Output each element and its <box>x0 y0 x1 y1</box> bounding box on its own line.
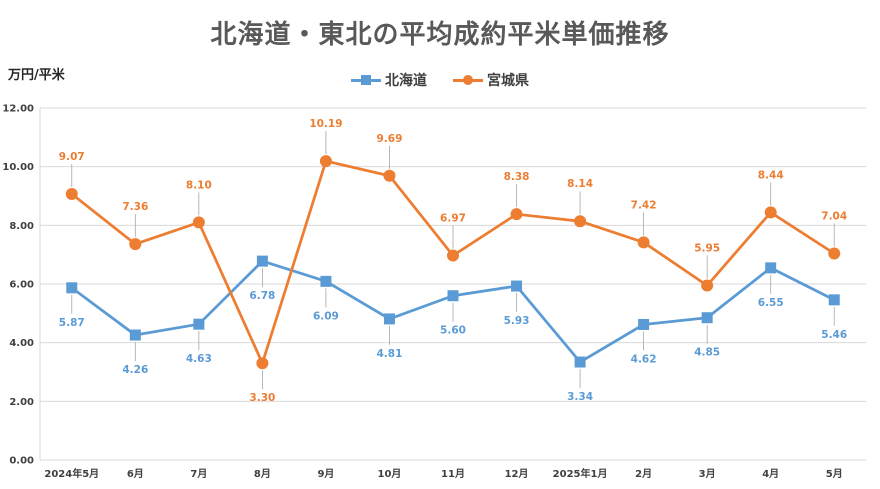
chart-title: 北海道・東北の平均成約平米単価推移 <box>210 20 670 50</box>
data-label: 4.62 <box>631 353 657 365</box>
data-point-circle <box>65 187 78 200</box>
legend: 北海道 宮城県 <box>0 70 880 90</box>
legend-label-miyagi: 宮城県 <box>487 73 529 89</box>
legend-label-hokkaido: 北海道 <box>385 73 427 89</box>
data-point-circle <box>447 249 459 262</box>
data-label: 5.46 <box>821 329 847 341</box>
data-label: 7.42 <box>631 199 657 211</box>
y-tick-label: 8.00 <box>9 221 34 232</box>
legend-item-hokkaido: 北海道 <box>351 70 427 90</box>
data-label: 6.97 <box>440 213 466 225</box>
data-point-square <box>320 275 332 287</box>
x-tick-label: 3月 <box>699 468 716 480</box>
data-point-circle <box>764 206 777 219</box>
y-tick-label: 12.00 <box>2 104 34 115</box>
data-point-square <box>638 318 650 330</box>
x-tick-label: 4月 <box>762 468 779 480</box>
y-tick-label: 4.00 <box>9 338 34 349</box>
x-tick-label: 2024年5月 <box>44 467 99 480</box>
legend-circle-marker-icon <box>453 74 483 86</box>
legend-item-miyagi: 宮城県 <box>453 70 529 90</box>
data-label: 5.93 <box>504 315 530 327</box>
x-tick-label: 6月 <box>127 468 144 480</box>
data-point-circle <box>383 169 396 182</box>
legend-square-marker-icon <box>351 74 381 86</box>
y-axis-unit-label: 万円/平米 <box>8 68 65 83</box>
data-point-circle <box>637 236 650 249</box>
data-label: 6.78 <box>249 290 275 302</box>
y-tick-label: 6.00 <box>9 280 34 291</box>
data-point-circle <box>510 208 523 221</box>
data-point-circle <box>256 357 269 370</box>
data-label: 8.10 <box>186 179 212 191</box>
data-point-circle <box>828 247 841 260</box>
x-tick-label: 9月 <box>317 468 334 480</box>
data-point-circle <box>192 216 205 229</box>
data-label: 9.69 <box>377 133 403 145</box>
data-point-square <box>765 262 777 274</box>
data-label: 10.19 <box>309 118 342 130</box>
data-point-circle <box>129 238 142 251</box>
data-label: 6.55 <box>758 297 784 309</box>
x-tick-label: 7月 <box>190 468 207 480</box>
data-point-circle <box>319 155 332 168</box>
x-tick-label: 12月 <box>505 468 529 480</box>
data-label: 3.34 <box>567 391 593 403</box>
data-label: 5.87 <box>59 317 85 329</box>
x-tick-label: 5月 <box>826 468 843 480</box>
x-tick-label: 8月 <box>254 468 271 480</box>
data-label: 3.30 <box>249 392 275 404</box>
y-tick-label: 2.00 <box>9 397 34 408</box>
data-point-square <box>256 255 268 267</box>
data-point-square <box>383 313 395 325</box>
data-label: 8.44 <box>758 169 784 181</box>
data-label: 4.63 <box>186 353 212 365</box>
data-point-square <box>129 329 141 341</box>
data-label: 4.26 <box>122 364 148 376</box>
data-point-square <box>701 312 713 324</box>
data-label: 8.14 <box>567 178 593 190</box>
x-tick-label: 2月 <box>635 468 652 480</box>
data-label: 7.04 <box>821 210 847 222</box>
data-label: 7.36 <box>122 201 148 213</box>
data-label: 5.60 <box>440 325 466 337</box>
data-point-square <box>574 356 586 368</box>
data-point-circle <box>574 215 587 228</box>
data-point-square <box>511 280 523 292</box>
data-point-square <box>193 318 205 330</box>
data-label: 4.85 <box>694 347 720 359</box>
data-label: 6.09 <box>313 310 339 322</box>
data-label: 8.38 <box>504 171 530 183</box>
data-label: 5.95 <box>694 242 720 254</box>
x-tick-label: 10月 <box>378 468 402 480</box>
data-label: 9.07 <box>59 151 85 163</box>
y-tick-label: 0.00 <box>9 456 34 467</box>
data-point-square <box>828 294 840 306</box>
data-point-square <box>66 282 78 294</box>
x-tick-label: 2025年1月 <box>553 467 608 480</box>
data-point-circle <box>701 279 714 292</box>
data-label: 4.81 <box>377 348 403 360</box>
x-tick-label: 11月 <box>441 468 465 480</box>
y-tick-label: 10.00 <box>2 162 34 173</box>
data-point-square <box>447 290 459 302</box>
